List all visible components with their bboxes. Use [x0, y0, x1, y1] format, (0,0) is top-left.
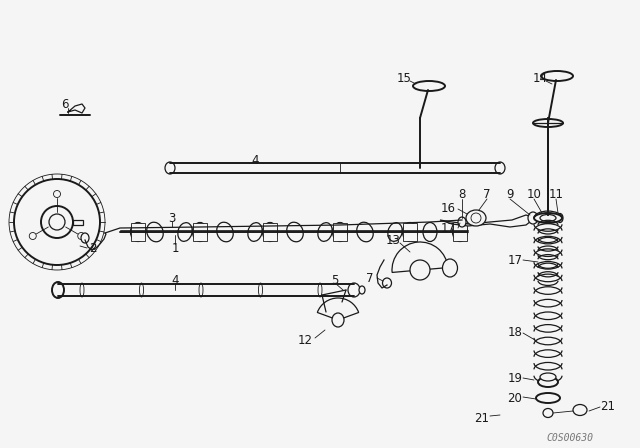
Text: 5: 5 — [332, 273, 339, 287]
Text: 15: 15 — [397, 72, 412, 85]
Wedge shape — [317, 298, 358, 320]
Bar — [403, 223, 417, 241]
Circle shape — [41, 206, 73, 238]
Text: 6: 6 — [61, 99, 68, 112]
Text: 4: 4 — [172, 273, 179, 287]
Ellipse shape — [348, 283, 360, 297]
Text: 10: 10 — [527, 189, 541, 202]
Circle shape — [49, 214, 65, 230]
Ellipse shape — [287, 222, 303, 242]
Ellipse shape — [332, 313, 344, 327]
Circle shape — [29, 233, 36, 240]
Text: 12: 12 — [298, 333, 312, 346]
Polygon shape — [440, 215, 535, 227]
Circle shape — [54, 190, 61, 198]
Ellipse shape — [248, 223, 262, 241]
Ellipse shape — [383, 278, 392, 288]
Text: 17: 17 — [508, 254, 522, 267]
Wedge shape — [392, 242, 448, 272]
Ellipse shape — [544, 213, 552, 223]
Bar — [193, 223, 207, 241]
Ellipse shape — [165, 162, 175, 174]
Text: 8: 8 — [458, 189, 466, 202]
Circle shape — [555, 215, 561, 221]
Ellipse shape — [541, 71, 573, 81]
Circle shape — [14, 179, 100, 265]
Ellipse shape — [262, 223, 278, 241]
Text: 9: 9 — [506, 189, 514, 202]
Ellipse shape — [423, 223, 437, 241]
Ellipse shape — [538, 377, 558, 387]
Ellipse shape — [534, 213, 562, 223]
Ellipse shape — [557, 214, 563, 223]
Ellipse shape — [52, 282, 64, 298]
Bar — [263, 223, 277, 241]
Ellipse shape — [259, 283, 262, 297]
Ellipse shape — [528, 212, 538, 224]
Ellipse shape — [318, 223, 332, 241]
Ellipse shape — [573, 405, 587, 415]
Text: 19: 19 — [508, 371, 522, 384]
Ellipse shape — [356, 222, 373, 242]
Ellipse shape — [80, 283, 84, 297]
Text: 7: 7 — [366, 271, 374, 284]
Text: 1: 1 — [172, 241, 179, 254]
Text: 4: 4 — [252, 154, 259, 167]
Ellipse shape — [403, 223, 417, 241]
Circle shape — [410, 260, 430, 280]
Ellipse shape — [147, 222, 163, 242]
Ellipse shape — [193, 223, 207, 241]
Text: 7: 7 — [483, 189, 491, 202]
Ellipse shape — [540, 215, 556, 221]
Ellipse shape — [540, 373, 556, 381]
Bar — [453, 223, 467, 241]
Ellipse shape — [217, 222, 233, 242]
Text: 21: 21 — [474, 412, 490, 425]
Ellipse shape — [442, 259, 458, 277]
Text: 18: 18 — [508, 327, 522, 340]
Text: 13: 13 — [385, 233, 401, 246]
Ellipse shape — [318, 283, 322, 297]
Ellipse shape — [81, 233, 89, 243]
Ellipse shape — [178, 223, 192, 241]
Bar — [73, 220, 83, 225]
Ellipse shape — [471, 213, 481, 223]
Text: 11: 11 — [548, 189, 563, 202]
Ellipse shape — [413, 81, 445, 91]
Ellipse shape — [199, 283, 203, 297]
Text: 16: 16 — [440, 202, 456, 215]
Ellipse shape — [333, 223, 348, 241]
Ellipse shape — [388, 223, 402, 241]
Ellipse shape — [131, 223, 145, 241]
Text: 17: 17 — [440, 221, 456, 234]
Text: 2: 2 — [89, 241, 97, 254]
Text: 3: 3 — [168, 211, 176, 224]
Text: C0S00630: C0S00630 — [547, 433, 593, 443]
Ellipse shape — [536, 393, 560, 403]
Bar — [333, 223, 347, 241]
Text: 14: 14 — [532, 72, 547, 85]
Ellipse shape — [543, 409, 553, 418]
Ellipse shape — [495, 162, 505, 174]
Bar — [131, 223, 145, 241]
Circle shape — [77, 233, 84, 240]
Ellipse shape — [452, 223, 467, 241]
Ellipse shape — [359, 286, 365, 294]
Text: 20: 20 — [508, 392, 522, 405]
Ellipse shape — [140, 283, 143, 297]
Text: 21: 21 — [600, 400, 616, 413]
Ellipse shape — [466, 210, 486, 226]
Ellipse shape — [533, 119, 563, 127]
Ellipse shape — [458, 217, 466, 227]
